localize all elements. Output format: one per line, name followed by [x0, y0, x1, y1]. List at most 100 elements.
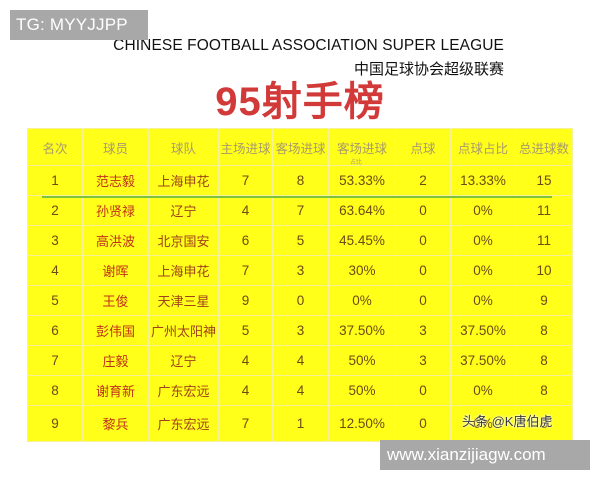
cell-home-goals: 7 — [218, 255, 273, 286]
table-row: 1 范志毅 上海申花 7 8 53.33% 2 13.33% 15 — [27, 165, 573, 196]
cell-away-goals: 0 — [272, 285, 329, 316]
cell-rank: 1 — [27, 165, 83, 196]
cell-total-goals: 8 — [515, 375, 573, 406]
column-header-penalty-ratio: 点球占比 — [450, 128, 516, 166]
cell-away-goals: 5 — [272, 225, 329, 256]
cell-total-goals: 15 — [515, 165, 573, 196]
cell-player: 黎兵 — [82, 405, 149, 442]
top-scorers-table: 名次 球员 球队 主场进球 客场进球 客场进球 点球 点球占比 总进球数 1 范… — [27, 128, 573, 442]
cell-total-goals: 11 — [515, 225, 573, 256]
column-header-home-goals: 主场进球 — [218, 128, 273, 166]
cell-away-goal-ratio: 45.45% — [328, 225, 396, 256]
toutiao-watermark: 头条 @K唐伯虎 — [462, 414, 553, 429]
cell-rank: 2 — [27, 195, 83, 226]
cell-away-goals: 3 — [272, 255, 329, 286]
cell-away-goal-ratio: 0% — [328, 285, 396, 316]
cell-team: 天津三星 — [148, 285, 219, 316]
cell-total-goals: 10 — [515, 255, 573, 286]
table-row: 5 王俊 天津三星 9 0 0% 0 0% 9 — [27, 285, 573, 316]
cell-penalty-ratio: 0% — [450, 255, 516, 286]
cell-away-goals: 7 — [272, 195, 329, 226]
cell-away-goal-ratio: 37.50% — [328, 315, 396, 346]
cell-rank: 3 — [27, 225, 83, 256]
cell-rank: 5 — [27, 285, 83, 316]
cell-penalty-ratio: 0% — [450, 225, 516, 256]
cell-penalty-ratio: 13.33% — [450, 165, 516, 196]
cell-player: 彭伟国 — [82, 315, 149, 346]
cell-team: 辽宁 — [148, 345, 219, 376]
cell-away-goal-ratio: 12.50% — [328, 405, 396, 442]
cell-penalties: 0 — [395, 255, 451, 286]
table-row: 4 谢晖 上海申花 7 3 30% 0 0% 10 — [27, 255, 573, 286]
table-row: 8 谢育新 广东宏远 4 4 50% 0 0% 8 — [27, 375, 573, 406]
cell-penalties: 0 — [395, 225, 451, 256]
site-watermark: www.xianzijiagw.com — [380, 440, 590, 470]
cell-rank: 8 — [27, 375, 83, 406]
cell-penalties: 0 — [395, 195, 451, 226]
cell-rank: 9 — [27, 405, 83, 442]
cell-penalty-ratio: 37.50% — [450, 315, 516, 346]
cell-player: 范志毅 — [82, 165, 149, 196]
cell-total-goals: 8 — [515, 345, 573, 376]
cell-away-goal-ratio: 30% — [328, 255, 396, 286]
cell-penalty-ratio: 0% — [450, 285, 516, 316]
cell-team: 广东宏远 — [148, 405, 219, 442]
column-header-subtext: 占比 — [350, 160, 363, 166]
cell-away-goal-ratio: 53.33% — [328, 165, 396, 196]
cell-team: 上海申花 — [148, 165, 219, 196]
league-title-chinese: 中国足球协会超级联赛 — [353, 61, 504, 78]
cell-penalties: 0 — [395, 375, 451, 406]
cell-penalty-ratio: 37.50% — [450, 345, 516, 376]
column-header-away-goal-ratio: 客场进球 — [328, 128, 396, 166]
cell-penalty-ratio: 0% — [450, 405, 516, 442]
cell-away-goal-ratio: 63.64% — [328, 195, 396, 226]
cell-team: 广州太阳神 — [148, 315, 219, 346]
cell-player: 谢晖 — [82, 255, 149, 286]
table-header-row: 名次 球员 球队 主场进球 客场进球 客场进球 点球 点球占比 总进球数 — [27, 128, 573, 166]
cell-penalties: 0 — [395, 285, 451, 316]
table-row: 6 彭伟国 广州太阳神 5 3 37.50% 3 37.50% 8 — [27, 315, 573, 346]
column-header-penalties: 点球 — [395, 128, 451, 166]
cell-home-goals: 4 — [218, 345, 273, 376]
scorers-table-container: 名次 球员 球队 主场进球 客场进球 客场进球 点球 点球占比 总进球数 1 范… — [27, 128, 573, 442]
cell-rank: 4 — [27, 255, 83, 286]
tg-watermark: TG: MYYJJPP — [10, 10, 148, 40]
cell-team: 北京国安 — [148, 225, 219, 256]
column-header-away-goals: 客场进球 — [272, 128, 329, 166]
table-row: 2 孙贤禄 辽宁 4 7 63.64% 0 0% 11 — [27, 195, 573, 226]
column-header-team: 球队 — [148, 128, 219, 166]
cell-away-goal-ratio: 50% — [328, 375, 396, 406]
cell-away-goals: 3 — [272, 315, 329, 346]
cell-total-goals: 8 — [515, 315, 573, 346]
cell-total-goals: 9 — [515, 285, 573, 316]
highlight-divider-line — [42, 196, 552, 198]
cell-player: 王俊 — [82, 285, 149, 316]
league-title-english: CHINESE FOOTBALL ASSOCIATION SUPER LEAGU… — [113, 37, 504, 54]
column-header-total-goals: 总进球数 — [515, 128, 573, 166]
cell-home-goals: 6 — [218, 225, 273, 256]
cell-away-goals: 4 — [272, 375, 329, 406]
cell-home-goals: 7 — [218, 165, 273, 196]
cell-away-goal-ratio: 50% — [328, 345, 396, 376]
cell-total-goals: 11 — [515, 195, 573, 226]
cell-team: 广东宏远 — [148, 375, 219, 406]
column-header-rank: 名次 — [27, 128, 83, 166]
cell-player: 谢育新 — [82, 375, 149, 406]
cell-home-goals: 4 — [218, 375, 273, 406]
cell-team: 上海申花 — [148, 255, 219, 286]
cell-player: 孙贤禄 — [82, 195, 149, 226]
cell-home-goals: 4 — [218, 195, 273, 226]
cell-away-goals: 4 — [272, 345, 329, 376]
cell-home-goals: 9 — [218, 285, 273, 316]
column-header-player: 球员 — [82, 128, 149, 166]
cell-away-goals: 1 — [272, 405, 329, 442]
table-row: 7 庄毅 辽宁 4 4 50% 3 37.50% 8 — [27, 345, 573, 376]
cell-player: 庄毅 — [82, 345, 149, 376]
table-row: 9 黎兵 广东宏远 7 1 12.50% 0 0% 8 — [27, 405, 573, 442]
cell-penalty-ratio: 0% — [450, 375, 516, 406]
cell-rank: 7 — [27, 345, 83, 376]
cell-penalties: 3 — [395, 345, 451, 376]
cell-penalties: 0 — [395, 405, 451, 442]
cell-home-goals: 5 — [218, 315, 273, 346]
table-row: 3 高洪波 北京国安 6 5 45.45% 0 0% 11 — [27, 225, 573, 256]
